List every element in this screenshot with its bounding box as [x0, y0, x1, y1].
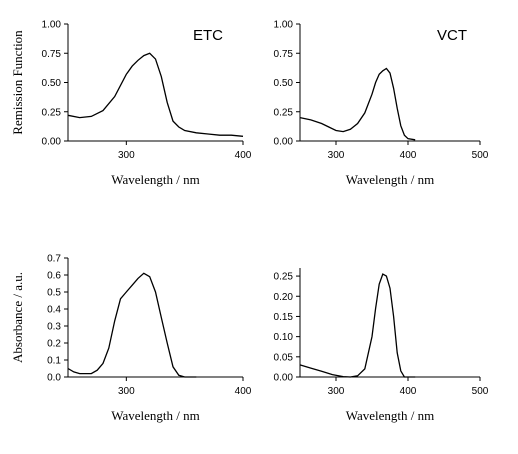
spectrum-line [299, 67, 416, 141]
y-tick-label: 0.15 [274, 312, 294, 323]
panel-label: ETC [193, 27, 223, 44]
panel-label: VCT [437, 27, 467, 44]
chart-panel-4: 0.00 0.05 0.10 0.15 0.20 0.25 300 400 500 Wavelen… [274, 268, 489, 423]
x-axis-title: Wavelength / nm [111, 172, 200, 187]
y-tick-label: 0.20 [274, 292, 294, 303]
x-tick-label: 500 [472, 150, 489, 161]
x-tick-label: 400 [400, 150, 417, 161]
spectrum-line [67, 52, 244, 137]
y-tick-label: 1.00 [42, 20, 62, 31]
x-tick-label: 300 [118, 386, 135, 397]
y-tick-label: 0.50 [274, 78, 294, 89]
y-tick-label: 0.25 [274, 272, 294, 283]
y-tick-label: 0.3 [47, 322, 61, 333]
y-tick-label: 1.00 [274, 20, 294, 31]
y-tick-label: 0.00 [42, 137, 62, 148]
x-tick-label: 400 [400, 386, 417, 397]
x-tick-label: 300 [118, 150, 135, 161]
y-tick-label: 0.75 [42, 49, 62, 60]
x-axis-title: Wavelength / nm [346, 172, 435, 187]
chart-panel-3: 0.0 0.1 0.2 0.3 0.4 0.5 0.6 0.7 300 400 Wavelength… [10, 254, 252, 424]
y-tick-label: 0.2 [47, 339, 61, 350]
y-tick-label: 0.0 [47, 373, 61, 384]
y-tick-label: 0.10 [274, 332, 294, 343]
y-tick-label: 0.7 [47, 254, 61, 265]
x-axis-title: Wavelength / nm [111, 408, 200, 423]
y-tick-label: 0.4 [47, 305, 61, 316]
spectrum-line [67, 272, 197, 378]
chart-panel-1: 0.00 0.25 0.50 0.75 1.00 300 400 Wavelength / n… [10, 20, 252, 188]
y-tick-label: 0.05 [274, 352, 294, 363]
y-tick-label: 0.25 [274, 107, 294, 118]
y-tick-label: 0.1 [47, 356, 61, 367]
x-tick-label: 300 [328, 150, 345, 161]
y-tick-label: 0.75 [274, 49, 294, 60]
y-tick-label: 0.50 [42, 78, 62, 89]
y-axis-title: Absorbance / a.u. [10, 272, 25, 363]
y-axis-title: Remission Function [10, 30, 25, 135]
x-axis-title: Wavelength / nm [346, 408, 435, 423]
spectrum-line [299, 273, 416, 378]
x-tick-label: 400 [235, 150, 252, 161]
x-tick-label: 500 [472, 386, 489, 397]
x-tick-label: 400 [235, 386, 252, 397]
y-tick-label: 0.5 [47, 288, 61, 299]
y-tick-label: 0.25 [42, 107, 62, 118]
x-tick-label: 300 [328, 386, 345, 397]
y-tick-label: 0.00 [274, 137, 294, 148]
chart-panel-2: 0.00 0.25 0.50 0.75 1.00 300 400 500 Wavelength … [274, 20, 489, 188]
y-tick-label: 0.00 [274, 373, 294, 384]
y-tick-label: 0.6 [47, 271, 61, 282]
